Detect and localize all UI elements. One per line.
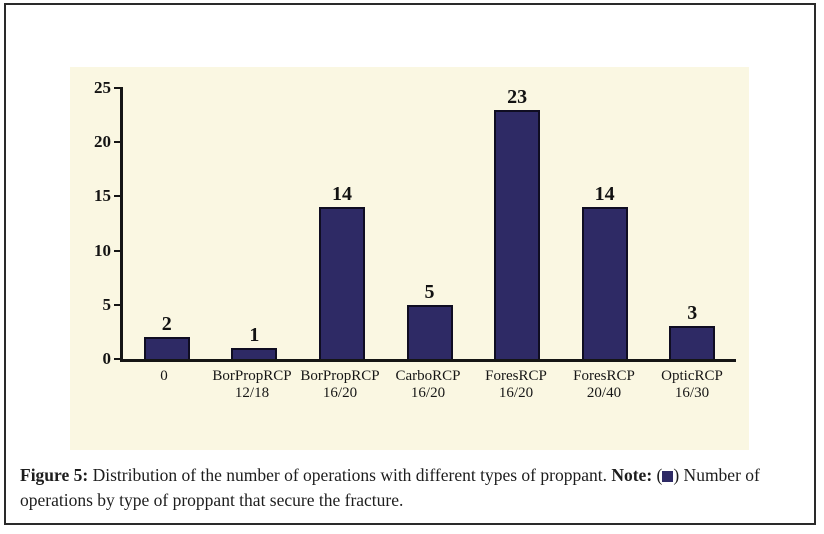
bar (406, 305, 453, 359)
category-name: OpticRCP (661, 368, 723, 384)
bar-value-label: 14 (594, 183, 615, 205)
x-axis-category-label: 0 (120, 368, 208, 402)
y-axis-tick-label: 5 (102, 294, 112, 314)
x-axis-category-label: ForesRCP 16/20 (472, 368, 560, 402)
y-axis-tick-label: 10 (94, 240, 111, 260)
caption-note-text: ) Number of operations by type of proppa… (20, 465, 760, 510)
bar (143, 337, 190, 359)
category-size: 16/30 (674, 385, 710, 401)
bar-value-label: 14 (331, 183, 352, 205)
y-axis-tick (114, 141, 123, 144)
bar-slot: 3 (648, 302, 736, 359)
category-size: 16/20 (410, 385, 446, 401)
y-axis-tick (114, 195, 123, 198)
bar-value-label: 3 (687, 302, 698, 324)
category-size: 20/40 (586, 385, 622, 401)
bar-slot: 5 (386, 281, 474, 359)
caption-body: Distribution of the number of operations… (92, 465, 607, 485)
plot-area: 0 5 10 15 20 25 2 1 14 5 23 14 3 (94, 78, 736, 368)
y-axis-tick (114, 249, 123, 252)
bar-value-label: 5 (424, 281, 435, 303)
caption-note-open-paren: ( (656, 465, 663, 485)
bar (231, 348, 278, 359)
bar-value-label: 23 (507, 86, 528, 108)
bar-slot: 23 (473, 86, 561, 359)
bar-slot: 1 (211, 324, 299, 359)
category-name: ForesRCP (573, 368, 635, 384)
y-axis-tick-label: 25 (94, 78, 111, 97)
x-axis-category-label: ForesRCP 20/40 (560, 368, 648, 402)
bar-slot: 14 (561, 183, 649, 359)
bar-value-label: 1 (249, 324, 260, 346)
legend-square-icon (662, 471, 674, 482)
category-size: 16/20 (498, 385, 534, 401)
x-axis-labels: 0 BorPropRCP 12/18 BorPropRCP 16/20 CarboRCP 1… (120, 368, 736, 402)
bar-slot: 14 (298, 183, 386, 359)
category-name: BorPropRCP (300, 368, 380, 384)
bar (318, 207, 365, 359)
category-size: 12/18 (234, 385, 270, 401)
y-axis-tick (114, 358, 123, 360)
figure-number-label: Figure 5: (20, 465, 89, 485)
y-axis-tick (114, 303, 123, 306)
bar-slot: 2 (123, 313, 211, 359)
bar-chart: 0 5 10 15 20 25 2 1 14 5 23 14 3 0 BorPropRCP 12/18 Bo… (70, 67, 749, 450)
category-name: BorPropRCP (212, 368, 292, 384)
y-axis-tick (114, 87, 123, 89)
y-axis-tick-label: 0 (102, 349, 112, 368)
x-axis-category-label: CarboRCP 16/20 (384, 368, 472, 402)
figure-frame: 0 5 10 15 20 25 2 1 14 5 23 14 3 0 BorPropRCP 12/18 Bo… (4, 3, 816, 525)
bar (581, 207, 628, 359)
y-axis-tick-label: 20 (94, 132, 111, 152)
y-axis-tick-label: 15 (94, 186, 111, 206)
caption-note-label: Note: (611, 465, 653, 485)
category-name: CarboRCP (395, 368, 461, 384)
category-name: ForesRCP (485, 368, 547, 384)
figure-caption: Figure 5: Distribution of the number of … (20, 463, 802, 513)
x-axis-category-label: OpticRCP 16/30 (648, 368, 736, 402)
x-axis-category-label: BorPropRCP 16/20 (296, 368, 384, 402)
bar (494, 110, 541, 359)
category-size: 16/20 (322, 385, 358, 401)
bar-value-label: 2 (161, 313, 172, 335)
bar-series: 2 1 14 5 23 14 3 (123, 86, 736, 359)
bar (669, 326, 716, 359)
category-name: 0 (160, 368, 168, 384)
x-axis-category-label: BorPropRCP 12/18 (208, 368, 296, 402)
